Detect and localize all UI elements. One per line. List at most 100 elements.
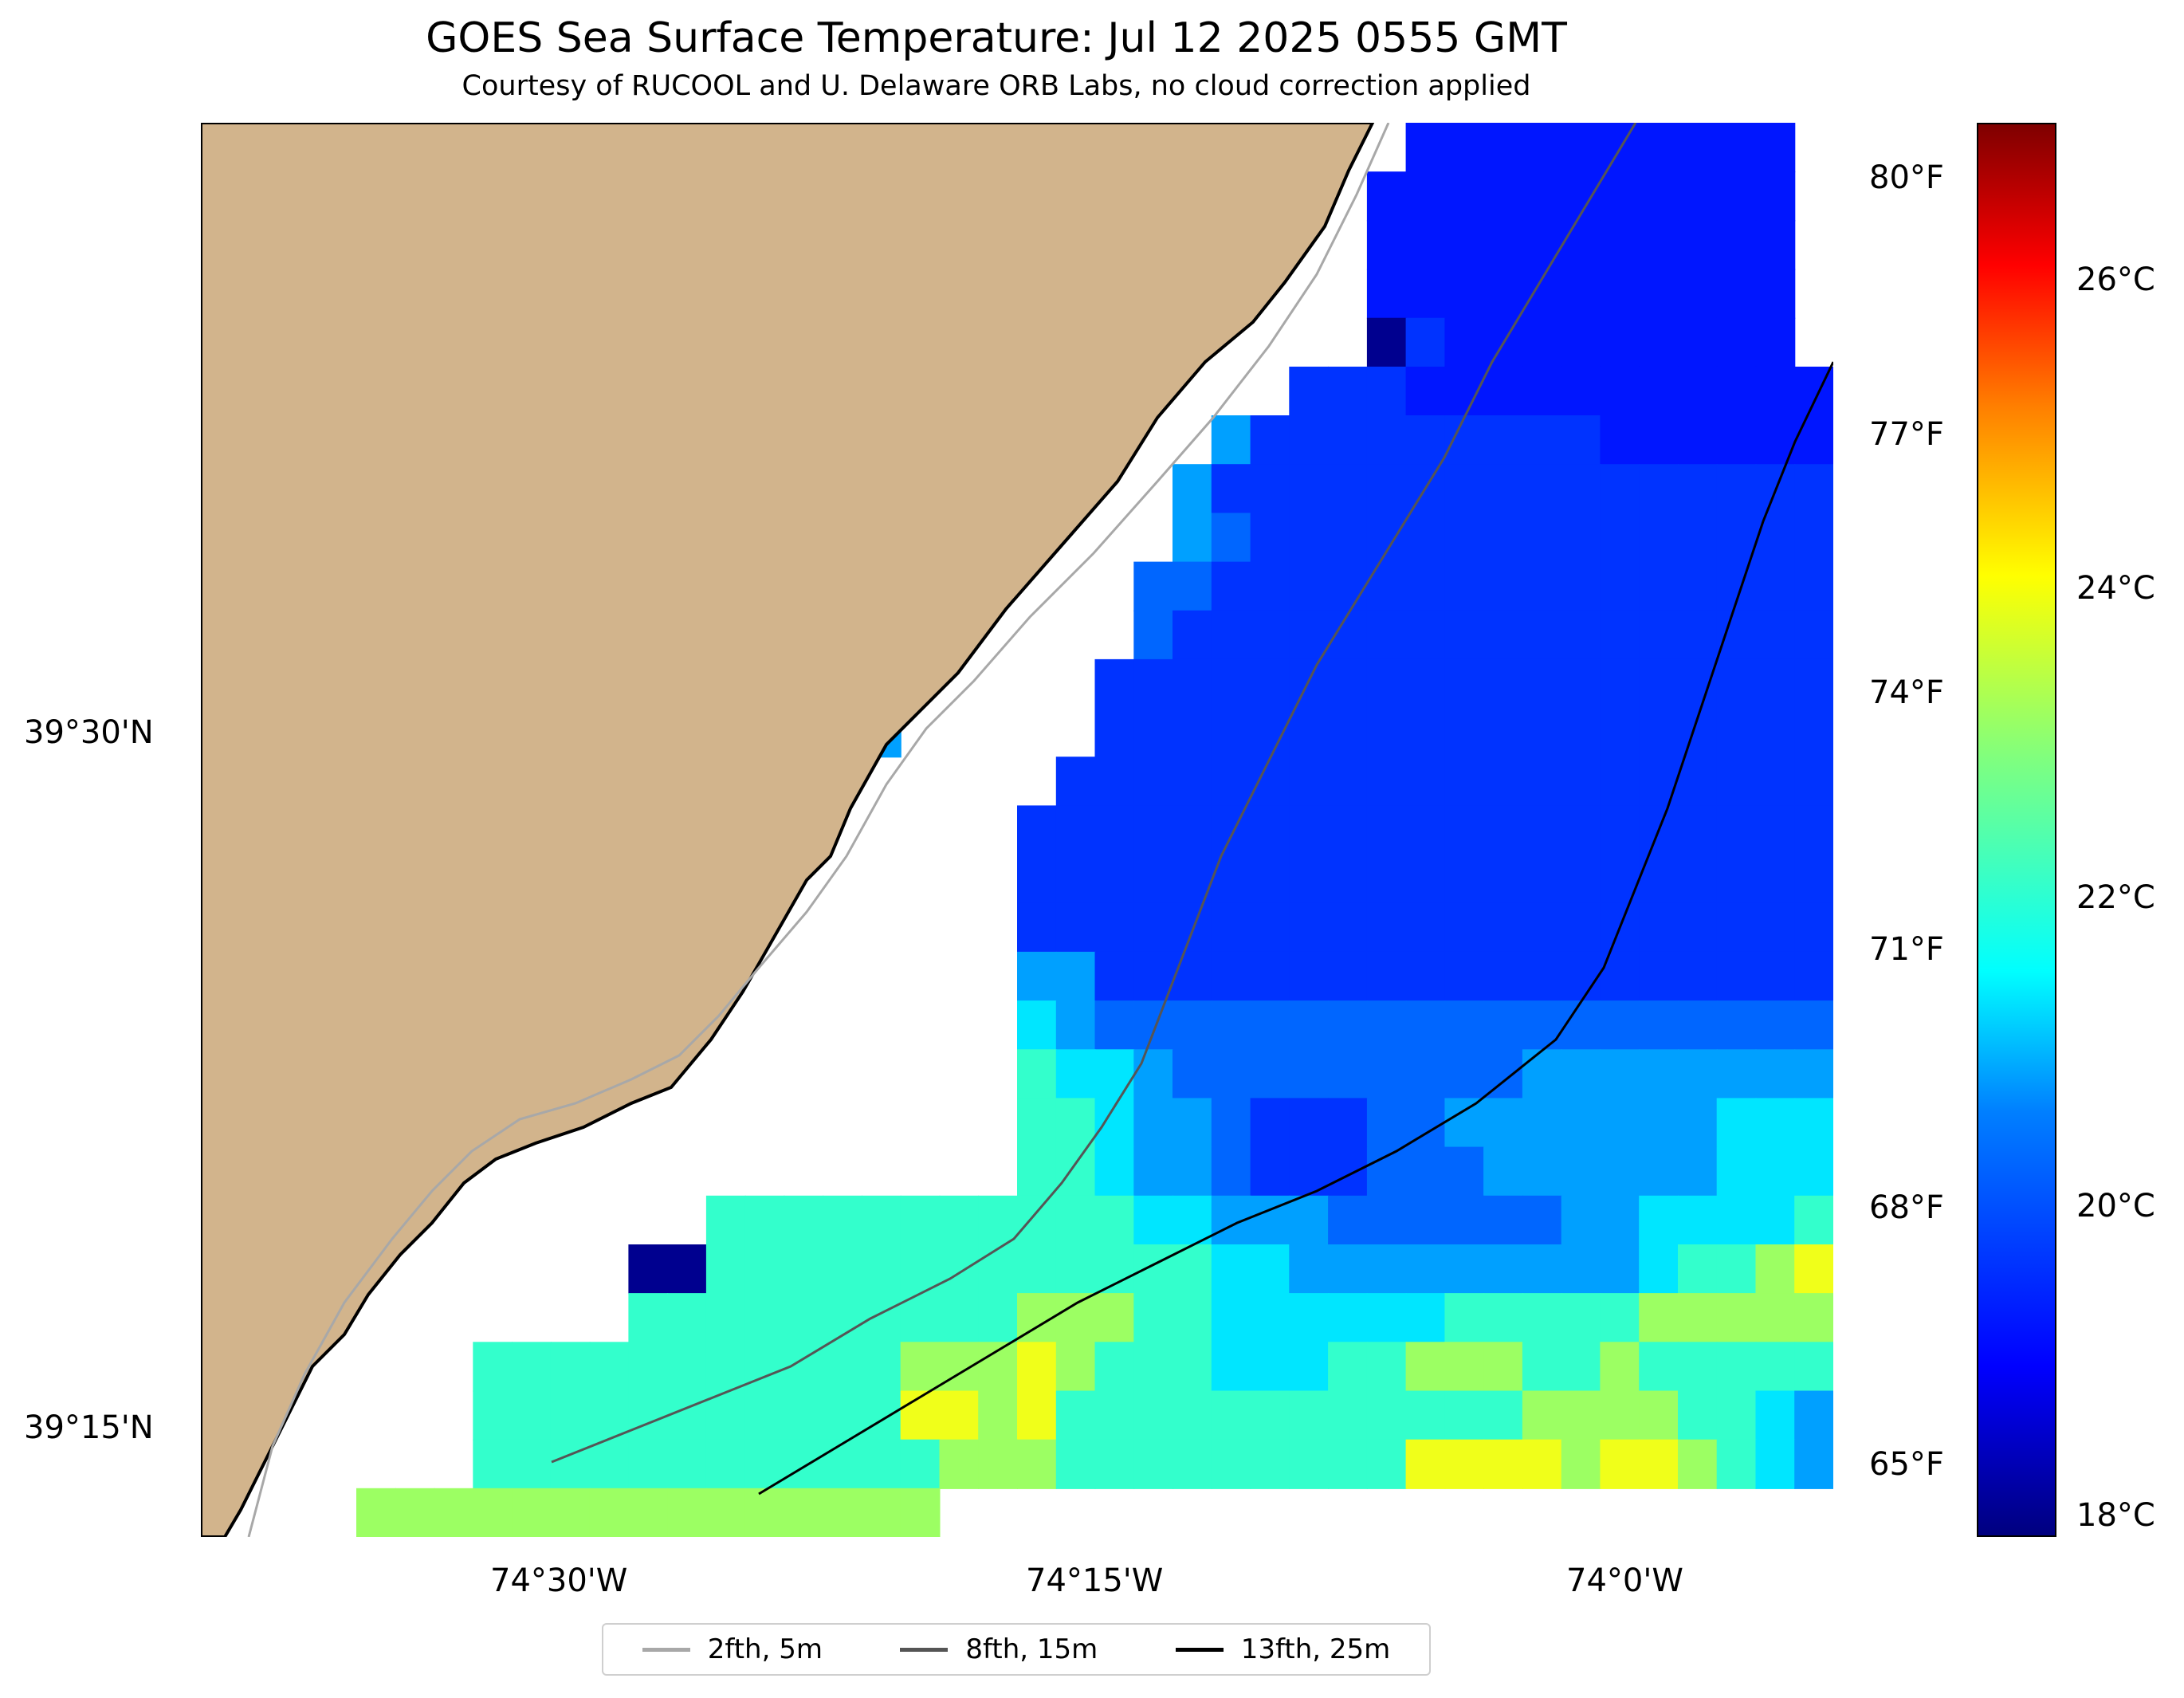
sst-cell	[784, 1439, 824, 1489]
sst-cell	[1366, 317, 1407, 368]
sst-cell	[1522, 366, 1562, 417]
sst-cell	[1250, 951, 1290, 1002]
sst-cell	[1173, 708, 1212, 758]
sst-cell	[1678, 854, 1718, 904]
sst-cell	[1522, 757, 1562, 807]
sst-cell	[1600, 1293, 1640, 1343]
sst-cell	[1094, 1342, 1135, 1392]
sst-cell	[1755, 1098, 1796, 1148]
sst-cell	[589, 1488, 630, 1537]
sst-cell	[1561, 1000, 1601, 1051]
sst-cell	[1639, 464, 1679, 514]
sst-cell	[900, 1342, 941, 1392]
sst-cell	[1522, 464, 1562, 514]
sst-cell	[1600, 1195, 1640, 1245]
sst-cell	[1328, 757, 1368, 807]
temperature-colorbar	[1977, 123, 2056, 1537]
sst-cell	[1678, 1195, 1718, 1245]
sst-cell	[1444, 1293, 1485, 1343]
sst-cell	[1561, 708, 1601, 758]
sst-cell	[1211, 1000, 1251, 1051]
sst-cell	[744, 1488, 785, 1537]
sst-cell	[1328, 1439, 1368, 1489]
legend-label: 2fth, 5m	[707, 1633, 823, 1665]
sst-cell	[1522, 1293, 1562, 1343]
sst-cell	[1405, 854, 1446, 904]
sst-cell	[1289, 1244, 1330, 1295]
sst-cell	[1794, 951, 1833, 1002]
sst-cell	[1561, 757, 1601, 807]
sst-cell	[1600, 1000, 1640, 1051]
sst-cell	[1094, 1146, 1135, 1197]
sst-cell	[900, 1390, 941, 1441]
sst-cell	[1328, 1000, 1368, 1051]
sst-cell	[1094, 1000, 1135, 1051]
sst-cell	[1755, 269, 1796, 319]
sst-cell	[1211, 1390, 1251, 1441]
sst-cell	[1017, 1146, 1057, 1197]
sst-cell	[1561, 1244, 1601, 1295]
sst-cell	[512, 1488, 552, 1537]
sst-cell	[1055, 1244, 1096, 1295]
sst-cell	[1755, 610, 1796, 660]
fahrenheit-tick: 80°F	[1869, 159, 1944, 196]
sst-cell	[1173, 1049, 1212, 1099]
sst-cell	[1755, 1195, 1796, 1245]
sst-cell	[1328, 902, 1368, 953]
sst-cell	[1094, 708, 1135, 758]
sst-cell	[473, 1390, 513, 1441]
sst-cell	[1794, 902, 1833, 953]
sst-cell	[1600, 1244, 1640, 1295]
sst-cell	[1755, 1000, 1796, 1051]
sst-cell	[1133, 1390, 1174, 1441]
sst-cell	[1522, 1098, 1562, 1148]
sst-cell	[1600, 366, 1640, 417]
sst-cell	[1639, 513, 1679, 563]
sst-cell	[1444, 1244, 1485, 1295]
sst-cell	[1366, 854, 1407, 904]
sst-cell	[1094, 1390, 1135, 1441]
sst-cell	[1366, 805, 1407, 855]
sst-cell	[1600, 464, 1640, 514]
fahrenheit-tick: 74°F	[1869, 674, 1944, 711]
x-tick-label: 74°0'W	[1566, 1562, 1683, 1599]
sst-cell	[1133, 805, 1174, 855]
land-mass	[201, 123, 1375, 1537]
sst-cell	[1483, 610, 1523, 660]
sst-cell	[939, 1293, 980, 1343]
sst-cell	[1055, 757, 1096, 807]
sst-cell	[1716, 171, 1757, 222]
sst-cell	[1716, 220, 1757, 270]
sst-cell	[1133, 757, 1174, 807]
sst-cell	[1289, 561, 1330, 611]
sst-cell	[1678, 464, 1718, 514]
sst-cell	[1639, 561, 1679, 611]
sst-cell	[1522, 1049, 1562, 1099]
sst-cell	[1211, 561, 1251, 611]
sst-cell	[1678, 317, 1718, 368]
sst-cell	[1211, 805, 1251, 855]
sst-cell	[1405, 1098, 1446, 1148]
sst-cell	[1483, 415, 1523, 466]
sst-cell	[1794, 1293, 1833, 1343]
sst-cell	[1600, 757, 1640, 807]
sst-cell	[1250, 1293, 1290, 1343]
sst-cell	[1444, 123, 1485, 173]
sst-cell	[1250, 902, 1290, 953]
sst-cell	[1716, 1293, 1757, 1343]
sst-cell	[1522, 658, 1562, 709]
sst-cell	[512, 1390, 552, 1441]
sst-cell	[978, 1195, 1018, 1245]
sst-cell	[744, 1244, 785, 1295]
sst-cell	[1289, 610, 1330, 660]
sst-cell	[1211, 1439, 1251, 1489]
sst-cell	[1483, 220, 1523, 270]
sst-cell	[1483, 1390, 1523, 1441]
sst-cell	[1017, 1439, 1057, 1489]
sst-cell	[1405, 1439, 1446, 1489]
sst-cell	[1133, 1049, 1174, 1099]
sst-cell	[473, 1488, 513, 1537]
sst-cell	[1366, 1342, 1407, 1392]
sst-cell	[1483, 1049, 1523, 1099]
sst-cell	[1639, 1342, 1679, 1392]
